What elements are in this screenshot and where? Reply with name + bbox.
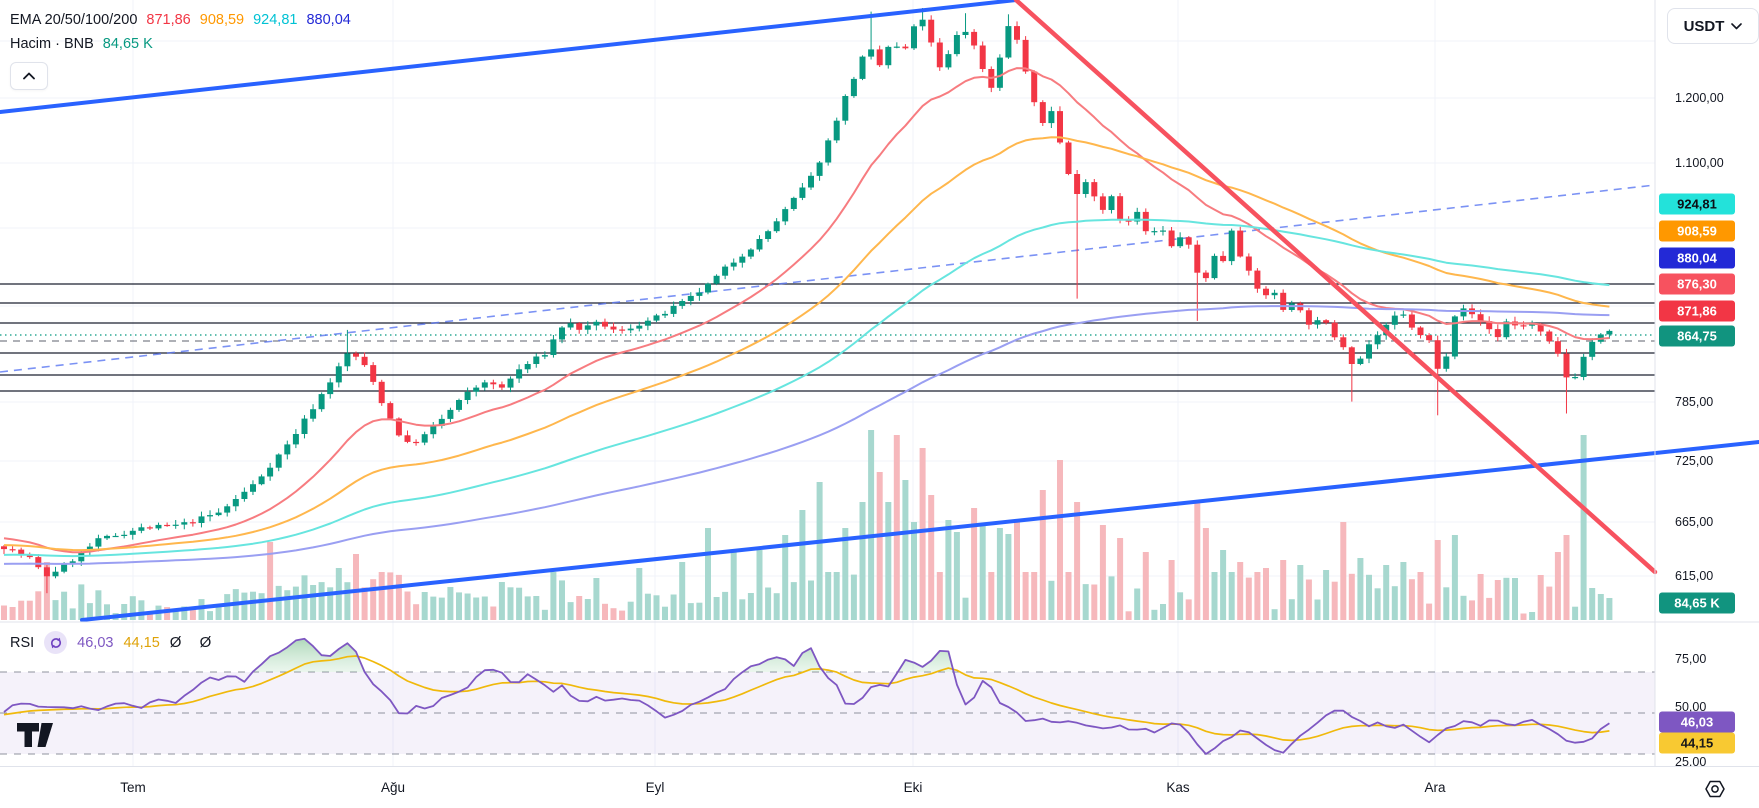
- price-badge: 871,86: [1659, 300, 1735, 322]
- ema100-line: [3, 218, 1610, 558]
- rsi-axis-label: 50,00: [1675, 700, 1707, 714]
- ema50-value: 908,59: [199, 12, 245, 28]
- rsi-ma-line: [3, 655, 1610, 742]
- month-label-tem: Tem: [120, 780, 146, 795]
- price-badge: 864,75: [1659, 325, 1735, 347]
- month-label-eki: Eki: [903, 780, 923, 795]
- ema-legend-row: EMA 20/50/100/200 871,86 908,59 924,81 8…: [10, 8, 351, 32]
- hexagon-circle-icon: [1705, 780, 1725, 798]
- month-label-eyl: Eyl: [645, 780, 665, 795]
- price-badge: 876,30: [1659, 273, 1735, 295]
- rsi-ma-value: 44,15: [123, 634, 160, 651]
- rsi-overbought-fill: [4, 638, 1610, 672]
- volume-bars: [1, 430, 1613, 620]
- ema200-value: 880,04: [306, 12, 351, 28]
- collapse-pane-button[interactable]: [10, 62, 48, 90]
- month-label-ağu: Ağu: [380, 780, 406, 795]
- price-axis-label: 665,00: [1675, 515, 1714, 529]
- ema200-line: [3, 305, 1610, 565]
- trendline-channel-bottom: [80, 440, 1759, 622]
- volume-value: 84,65 K: [102, 36, 153, 52]
- rsi-refresh-icon: [44, 631, 68, 654]
- tradingview-logo-icon: [17, 723, 53, 747]
- hexagon-menu-button[interactable]: [1702, 776, 1728, 802]
- quote-currency-label: USDT: [1683, 17, 1725, 35]
- price-badge: 908,59: [1659, 220, 1735, 242]
- rsi-axis-label: 25,00: [1675, 755, 1707, 769]
- time-axis[interactable]: Tem Ağu Eyl Eki Kas Ara: [0, 766, 1759, 808]
- rsi-axis-label: 75,00: [1675, 652, 1707, 666]
- month-label-kas: Kas: [1166, 780, 1190, 795]
- ema100-value: 924,81: [253, 12, 298, 28]
- rsi-value: 46,03: [77, 634, 114, 651]
- indicator-legend: EMA 20/50/100/200 871,86 908,59 924,81 8…: [10, 8, 351, 90]
- ema20-line: [3, 67, 1610, 554]
- candles: [1, 8, 1613, 594]
- ema20-value: 871,86: [146, 12, 191, 28]
- ema50-line: [3, 136, 1610, 552]
- month-label-ara: Ara: [1424, 780, 1446, 795]
- volume-label: Hacim · BNB: [10, 36, 94, 52]
- price-badge: 880,04: [1659, 247, 1735, 269]
- ema-label: EMA 20/50/100/200: [10, 12, 138, 28]
- rsi-legend: RSI 46,03 44,15 Ø Ø: [10, 631, 218, 654]
- price-axis[interactable]: 1.200,001.100,001.000,00785,00725,00665,…: [1655, 0, 1759, 769]
- rsi-label: RSI: [10, 634, 35, 651]
- price-axis-label: 1.200,00: [1675, 91, 1724, 105]
- gridlines: [0, 0, 1655, 766]
- price-badge: 924,81: [1659, 193, 1735, 215]
- price-axis-label: 615,00: [1675, 569, 1714, 583]
- price-badge: 84,65 K: [1659, 592, 1735, 614]
- chevron-down-icon: [1731, 22, 1743, 29]
- price-axis-label: 785,00: [1675, 395, 1714, 409]
- rsi-badge: 46,03: [1659, 711, 1735, 733]
- quote-currency-button[interactable]: USDT: [1667, 8, 1759, 44]
- price-axis-label: 1.100,00: [1675, 156, 1724, 170]
- chevron-up-icon: [23, 72, 35, 80]
- rsi-empty-values: Ø Ø: [169, 634, 219, 651]
- tradingview-logo[interactable]: [16, 722, 62, 753]
- rsi-badge: 44,15: [1659, 732, 1735, 754]
- rsi-pane: [0, 637, 1655, 755]
- main-pane: [0, 8, 1655, 620]
- volume-legend-row: Hacim · BNB 84,65 K: [10, 32, 351, 56]
- trendlines: [0, 0, 1759, 622]
- trendline-channel-top: [0, 0, 1018, 114]
- trendline-downtrend: [1013, 0, 1658, 575]
- rsi-line: [3, 637, 1610, 755]
- price-axis-label: 725,00: [1675, 454, 1714, 468]
